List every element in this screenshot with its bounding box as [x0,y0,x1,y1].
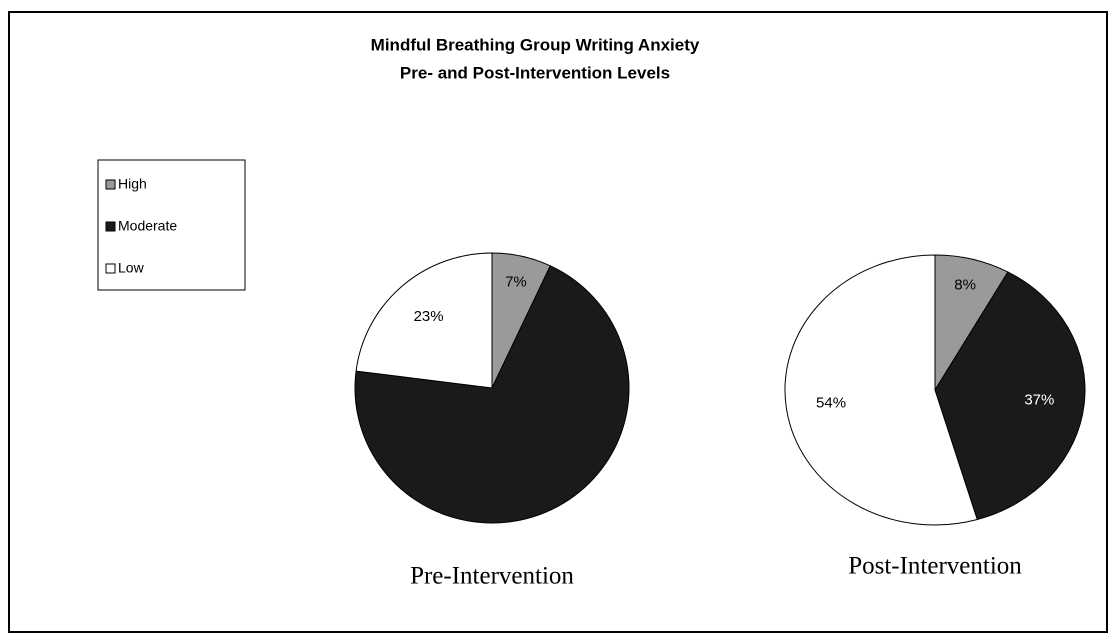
legend [97,159,246,291]
pie-caption: Post-Intervention [848,553,1022,580]
data-label: 54% [816,394,846,411]
chart-subtitle: Pre- and Post-Intervention Levels [400,63,670,82]
legend-label: Low [118,260,145,276]
chart-title: Mindful Breathing Group Writing Anxiety [371,35,700,54]
legend-swatch [105,179,116,190]
pie-caption: Pre-Intervention [410,563,574,590]
legend-label: Moderate [118,218,177,234]
legend-swatch [105,221,116,232]
pie-slice [355,252,493,389]
pie-slice [784,254,978,526]
data-label: 8% [954,276,976,293]
data-label: 7% [505,274,527,291]
data-label: 37% [1024,391,1054,408]
pie-slice [934,271,1086,521]
data-label: 23% [414,308,444,325]
legend-label: High [118,176,147,192]
pie-slice [354,265,630,524]
legend-swatch [105,263,116,274]
